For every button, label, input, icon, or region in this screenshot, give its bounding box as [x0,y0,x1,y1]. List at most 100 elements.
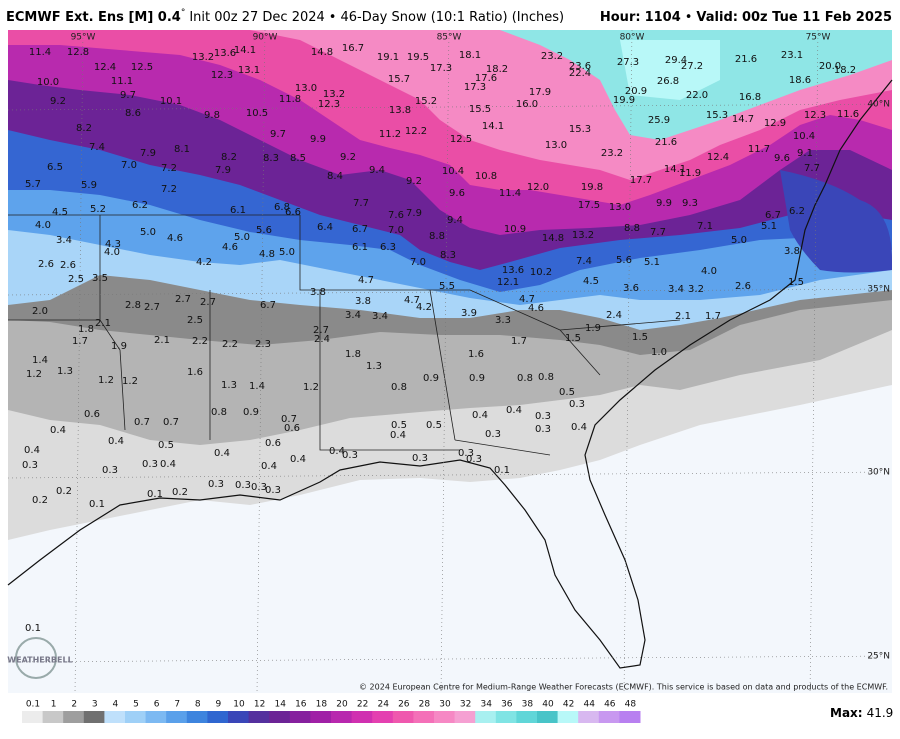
point-label: 1.3 [366,361,382,372]
point-label: 0.3 [142,459,158,470]
point-label: 2.7 [313,325,329,336]
graticule: 95°W 90°W 85°W 80°W 75°W 40°N 35°N 30°N 25°N [7,29,893,694]
point-label: 6.2 [132,200,148,211]
point-label: 1.8 [345,349,361,360]
colorbar-swatch [578,711,600,723]
point-label: 3.4 [345,310,361,321]
point-label: 21.6 [735,54,757,65]
parallel [7,655,893,663]
point-label: 10.5 [246,108,268,119]
point-label: 4.6 [528,303,544,314]
point-label: 2.4 [606,310,622,321]
point-labels: 11.4 12.8 13.2 13.614.1 14.8 16.719.1 19.5 18.1… [22,43,859,634]
point-label: 12.1 [497,277,519,288]
point-label: 0.3 [569,399,585,410]
colorbar-swatch [454,711,476,723]
point-label: 0.1 [494,465,510,476]
point-label: 10.9 [504,224,526,235]
header-left: ECMWF Ext. Ens [M] 0.4° Init 00z 27 Dec 2… [6,8,564,25]
colorbar-label: 1 [51,700,57,710]
band-30-plus [620,40,720,100]
point-label: 0.3 [251,482,267,493]
point-label: 7.4 [576,256,592,267]
point-label: 2.1 [675,311,691,322]
point-label: 10.4 [793,131,815,142]
point-label: 0.3 [535,424,551,435]
point-label: 9.6 [449,188,465,199]
point-label: 7.7 [804,163,820,174]
point-label: 1.7 [72,336,88,347]
point-label: 3.4 [668,284,684,295]
colorbar-label: 16 [295,700,307,710]
point-label: 2.1 [95,318,111,329]
point-label: 9.2 [340,152,356,163]
point-label: 0.5 [559,387,575,398]
point-label: 2.1 [154,335,170,346]
colorbar-label: 40 [542,700,554,710]
point-label: 0.9 [423,373,439,384]
colorbar-label: 22 [357,700,368,710]
colorbar-swatch [145,711,167,723]
colorbar-swatch [351,711,373,723]
point-label: 26.8 [657,76,679,87]
colorbar-swatch [495,711,517,723]
point-label: 7.6 [388,210,404,221]
colorbar: 0.1 1 2 3 4 5 6 7 8 9 10 12 14 16 18 20 22 24 26 28 30 32 34 36… [22,700,641,723]
lon-label: 90°W [253,33,278,43]
point-label: 1.2 [26,369,42,380]
point-label: 29.4 [665,55,687,66]
point-label: 19.8 [581,182,603,193]
max: Max: 41.9 [830,706,893,720]
point-label: 4.7 [358,275,374,286]
point-label: 19.1 [377,52,399,63]
point-label: 0.1 [89,499,105,510]
colorbar-label: 10 [233,700,245,710]
point-label: 23.1 [781,50,803,61]
point-label: 0.3 [235,480,251,491]
point-label: 9.6 [774,153,790,164]
point-label: 23.6 [569,61,591,72]
point-label: 1.7 [511,336,527,347]
init: Init 00z 27 Dec 2024 [189,10,324,25]
point-label: 0.8 [538,372,554,383]
point-label: 12.2 [405,126,427,137]
point-label: 17.3 [430,63,452,74]
point-label: 21.6 [655,137,677,148]
colorbar-swatch [104,711,126,723]
point-label: 9.2 [406,176,422,187]
colorbar-swatch [372,711,394,723]
point-label: 9.7 [120,90,136,101]
point-label: 6.7 [765,210,781,221]
colorbar-swatch [434,711,456,723]
point-label: 4.0 [104,247,120,258]
point-label: 0.4 [24,445,40,456]
logo-globe [15,637,57,679]
point-label: 8.2 [221,152,237,163]
point-label: 6.1 [352,242,368,253]
point-label: 11.4 [29,47,51,58]
point-label: 1.2 [98,375,114,386]
point-label: 9.8 [204,110,220,121]
point-label: 1.5 [565,333,581,344]
point-label: 27.2 [681,61,703,72]
point-label: 5.1 [644,257,660,268]
colorbar-swatch [413,711,435,723]
point-label: 11.9 [679,168,701,179]
colorbar-label: 8 [195,700,201,710]
point-label: 11.8 [279,94,301,105]
point-label: 7.2 [161,184,177,195]
point-label: 1.0 [651,347,667,358]
point-label: 4.7 [404,295,420,306]
point-label: 0.4 [50,425,66,436]
point-label: 15.2 [415,96,437,107]
sep: • [329,10,337,25]
point-label: 3.6 [623,283,639,294]
point-label: 2.6 [735,281,751,292]
point-label: 16.7 [342,43,364,54]
colorbar-label: 48 [625,700,637,710]
valid: 00z Tue 11 Feb 2025 [742,10,892,25]
header-right: Hour: 1104 • Valid: 00z Tue 11 Feb 2025 [600,10,892,25]
point-label: 19.5 [407,52,429,63]
point-label: 23.2 [541,51,563,62]
